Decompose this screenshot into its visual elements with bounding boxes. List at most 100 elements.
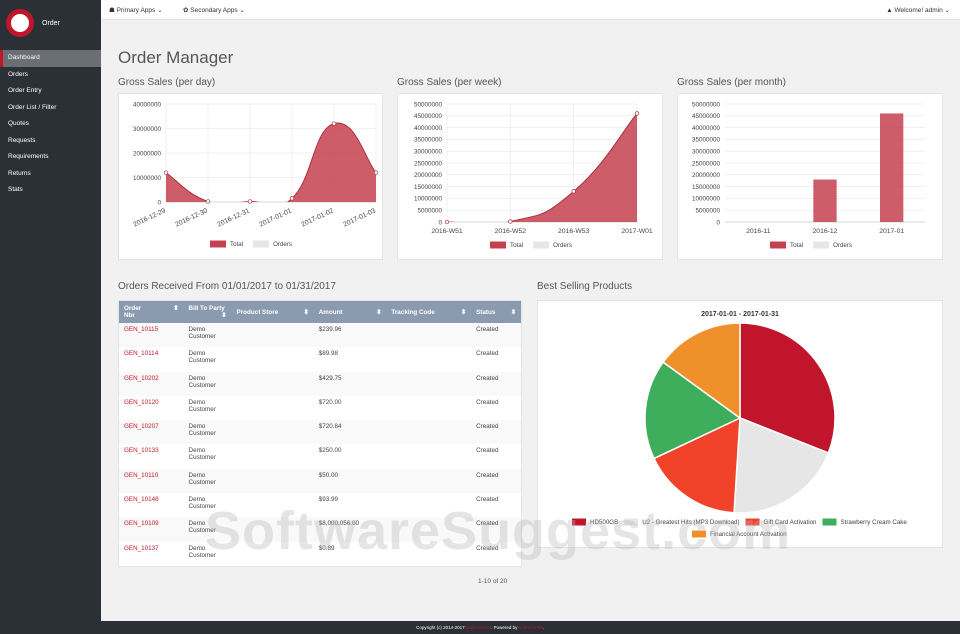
x-tick-label: 2016-W51 xyxy=(431,228,463,235)
cell: $429.75 xyxy=(318,374,342,382)
column-header[interactable]: Order Nbr ⬍ xyxy=(119,301,184,323)
y-tick-label: 40000000 xyxy=(133,101,162,108)
y-tick-label: 15000000 xyxy=(692,184,721,191)
cell: Created xyxy=(476,544,499,552)
cell: $250.00 xyxy=(318,447,342,455)
nav-item[interactable]: Dashboard xyxy=(0,50,101,67)
menu-label: Secondary Apps xyxy=(190,7,238,14)
column-header[interactable]: Product Store ⬍ xyxy=(231,301,314,323)
order-link[interactable]: GEN_10137 xyxy=(124,544,159,552)
column-label: Bill To Party xyxy=(188,305,225,312)
legend-label: Total xyxy=(510,242,523,249)
legend-label: Gift Card Activation xyxy=(764,519,818,526)
footer-text[interactable]: SCIPIO ERP xyxy=(517,625,543,630)
legend-label: Strawberry Cream Cake xyxy=(840,519,907,526)
cell: Demo Customer xyxy=(188,496,216,511)
legend-label: Orders xyxy=(553,242,572,249)
nav-item[interactable]: Returns xyxy=(8,169,31,177)
nav-item[interactable]: Requirements xyxy=(8,153,49,160)
cell: Created xyxy=(476,350,499,358)
legend-swatch xyxy=(533,241,550,249)
cell: Demo Customer xyxy=(188,447,216,462)
order-link[interactable]: GEN_10115 xyxy=(124,326,159,333)
order-link[interactable]: GEN_10120 xyxy=(124,398,159,406)
cell: Created xyxy=(476,447,499,455)
y-tick-label: 15000000 xyxy=(414,184,443,191)
cell: $93.99 xyxy=(318,496,338,504)
cell: $89.98 xyxy=(318,350,338,358)
x-tick-label: 2016-12-31 xyxy=(216,207,251,228)
legend-swatch xyxy=(770,241,786,249)
column-label: Product Store xyxy=(236,308,279,316)
y-tick-label: 30000000 xyxy=(692,149,721,156)
x-tick-label: 2016-W52 xyxy=(495,228,527,235)
nav-item[interactable]: Order List / Filter xyxy=(8,103,57,111)
menu[interactable]: ☗ Primary Apps ⌄ xyxy=(109,7,163,14)
page-title: Order Manager xyxy=(118,48,234,67)
cell: $50.00 xyxy=(318,471,338,479)
pie-slice xyxy=(653,416,741,514)
cell: $239.96 xyxy=(318,326,342,333)
footer-text: . xyxy=(542,625,544,630)
logo[interactable]: Order xyxy=(0,0,101,46)
footer-text[interactable]: Scipio GmbH xyxy=(464,625,492,630)
table-row: GEN_10133 Demo Customer $250.00 Created xyxy=(119,444,521,469)
order-link[interactable]: GEN_10207 xyxy=(124,423,159,431)
bar xyxy=(880,113,904,222)
y-tick-label: 50000000 xyxy=(414,101,443,108)
y-tick-label: 0 xyxy=(716,219,720,226)
table-row: GEN_10110 Demo Customer $50.00 Created xyxy=(119,468,521,494)
table-panel: Order Nbr ⬍ Bill To Party ⬍ Product Store ⬍ Am… xyxy=(118,300,522,567)
y-tick-label: 0 xyxy=(157,199,161,206)
y-tick-label: 40000000 xyxy=(414,125,443,132)
nav-item[interactable]: Stats xyxy=(8,186,23,193)
y-tick-label: 20000000 xyxy=(133,150,162,157)
column-header[interactable]: Status ⬍ xyxy=(471,301,521,323)
nav-item[interactable]: Orders xyxy=(8,70,28,78)
table-row: GEN_10137 Demo Customer $0.89 Created xyxy=(119,541,521,566)
legend-label: Financial Account Activation xyxy=(710,531,787,538)
pie-slice xyxy=(733,416,830,514)
order-link[interactable]: GEN_10148 xyxy=(124,496,159,504)
user-menu[interactable]: ▲ Welcome! admin ⌄ xyxy=(886,7,950,14)
point xyxy=(444,219,450,225)
y-tick-label: 20000000 xyxy=(692,172,721,179)
order-link[interactable]: GEN_10110 xyxy=(124,471,159,479)
cell: Demo Customer xyxy=(188,350,216,365)
cell: Demo Customer xyxy=(188,398,216,413)
column-label: Status xyxy=(476,308,496,316)
cell: Demo Customer xyxy=(188,326,216,340)
point xyxy=(205,199,211,204)
legend-swatch xyxy=(490,241,506,249)
footer: Copyright (c) 2014-2017Scipio GmbH. Powe… xyxy=(0,621,960,634)
y-tick-label: 40000000 xyxy=(692,125,721,132)
cell: Demo Customer xyxy=(188,471,216,486)
y-tick-label: 20000000 xyxy=(414,172,443,179)
point xyxy=(373,170,379,175)
column-header[interactable]: Bill To Party ⬍ xyxy=(183,301,232,323)
cell: Demo Customer xyxy=(188,520,216,535)
x-tick-label: 2016-12-29 xyxy=(132,207,167,228)
y-tick-label: 10000000 xyxy=(692,196,721,203)
legend-label: Orders xyxy=(833,242,852,249)
column-header[interactable]: Tracking Code ⬍ xyxy=(386,301,472,323)
order-link[interactable]: GEN_10133 xyxy=(124,447,159,455)
order-link[interactable]: GEN_10114 xyxy=(124,350,159,358)
table-row: GEN_10120 Demo Customer $720.00 Created xyxy=(119,395,521,421)
column-header[interactable]: Amount ⬍ xyxy=(313,301,387,323)
order-link[interactable]: GEN_10109 xyxy=(124,520,159,528)
legend-swatch xyxy=(210,240,226,248)
nav-item[interactable]: Requests xyxy=(8,136,36,144)
y-tick-label: 5000000 xyxy=(417,208,442,215)
area xyxy=(447,113,637,222)
x-tick-label: 2016-12-30 xyxy=(174,207,209,228)
legend-swatch xyxy=(822,518,837,526)
order-link[interactable]: GEN_10202 xyxy=(124,374,159,382)
y-tick-label: 50000000 xyxy=(692,101,721,108)
column-label: Amount xyxy=(318,308,343,316)
sort-icon: ⬍ xyxy=(510,308,516,316)
menu[interactable]: ✿ Secondary Apps ⌄ xyxy=(183,7,245,14)
nav-item[interactable]: Quotes xyxy=(8,120,29,127)
nav-item[interactable]: Order Entry xyxy=(8,87,42,94)
